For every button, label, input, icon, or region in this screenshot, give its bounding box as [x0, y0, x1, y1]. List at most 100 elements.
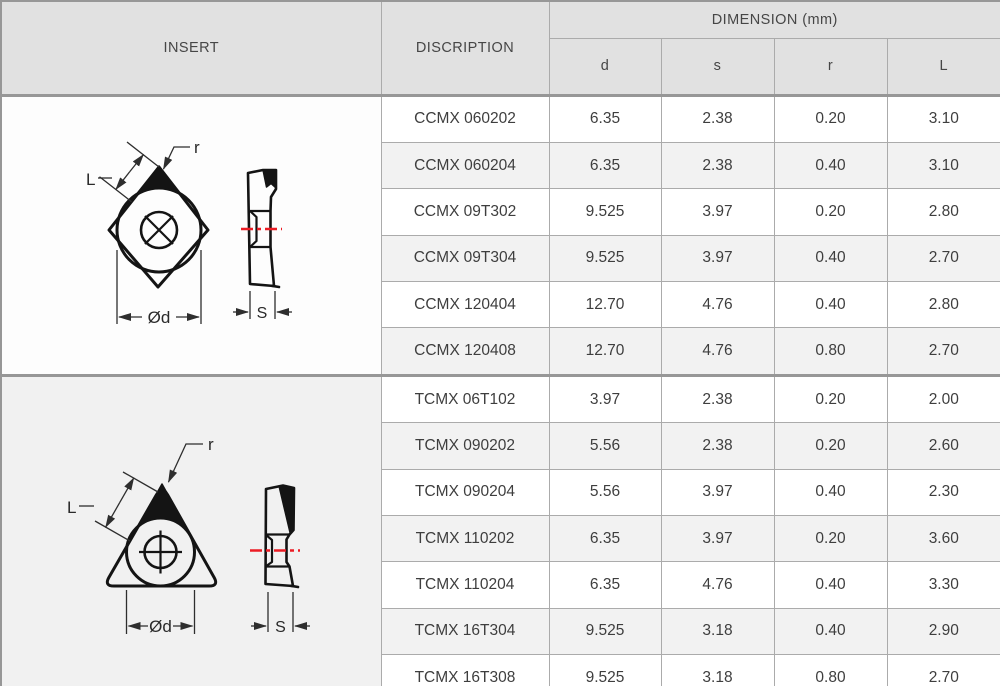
thickness-label: S	[257, 305, 268, 322]
cell-r: 0.20	[773, 422, 888, 470]
table-row: TCMX 110204 6.35 4.76 0.40 3.30	[1, 561, 1000, 609]
thickness-label: S	[275, 619, 286, 636]
cell-r: 0.20	[773, 188, 888, 236]
side-bottom-edge	[289, 584, 300, 589]
table-row: CCMX 060204 6.35 2.38 0.40 3.10	[1, 141, 1000, 190]
table-row: TCMX 090202 5.56 2.38 0.20 2.60	[1, 422, 1000, 470]
table-header: INSERT DISCRIPTION DIMENSION (mm) d s r …	[0, 0, 1000, 96]
table-row: r L Ød	[0, 374, 1000, 686]
table-row: CCMX 09T302 9.525 3.97 0.20 2.80	[1, 188, 1000, 236]
cell-s: 3.97	[660, 234, 775, 283]
cell-s: 4.76	[660, 327, 775, 376]
cell-r: 0.80	[773, 654, 888, 686]
side-cutting-tip	[262, 169, 277, 189]
cell-d: 6.35	[548, 141, 662, 190]
cell-s: 4.76	[660, 561, 775, 609]
cell-description: TCMX 16T304	[380, 607, 550, 656]
screw-hole-circle	[139, 210, 179, 250]
diamond-outline	[107, 165, 210, 289]
cell-s: 3.97	[660, 468, 775, 517]
table-row: CCMX 120408 12.70 4.76 0.80 2.70	[1, 327, 1000, 376]
cutting-tip	[138, 482, 186, 526]
header-row-2: d s r L	[1, 37, 1000, 96]
cell-description: CCMX 09T304	[380, 234, 550, 283]
cell-s: 3.18	[660, 607, 775, 656]
cell-s: 2.38	[660, 422, 775, 470]
ccmx-side-view: S	[233, 168, 292, 322]
thickness-extension-lines	[249, 291, 276, 320]
col-header-d: d	[548, 37, 662, 96]
length-arrow	[115, 171, 131, 191]
chipbreaker-lines	[250, 210, 271, 249]
diameter-extension-lines	[116, 250, 202, 325]
cell-L: 2.60	[886, 422, 1000, 470]
table-row: CCMX 09T304 9.525 3.97 0.40 2.70	[1, 234, 1000, 283]
length-arrow	[129, 153, 145, 173]
cell-d: 9.525	[548, 654, 662, 686]
cell-r: 0.40	[773, 561, 888, 609]
cell-d: 9.525	[548, 188, 662, 236]
cell-r: 0.20	[773, 94, 888, 143]
cell-description: CCMX 120404	[380, 281, 550, 329]
length-extension-lines	[94, 471, 159, 542]
side-bottom-edge	[270, 284, 281, 289]
cell-d: 6.35	[548, 561, 662, 609]
tcmx-side-view: S	[250, 483, 310, 636]
cell-d: 12.70	[548, 281, 662, 329]
radius-leader-line	[167, 443, 203, 483]
tcmx-group: r L Ød	[0, 374, 1000, 686]
cutting-tip	[137, 165, 181, 195]
cell-description: TCMX 090204	[380, 468, 550, 517]
ccmx-top-view: r L Ød	[86, 138, 210, 327]
cell-r: 0.40	[773, 281, 888, 329]
cell-description: TCMX 090202	[380, 422, 550, 470]
cell-r: 0.40	[773, 234, 888, 283]
cell-r: 0.40	[773, 468, 888, 517]
cell-description: TCMX 16T308	[380, 654, 550, 686]
diameter-extension-lines	[125, 589, 196, 634]
table-row: CCMX 120404 12.70 4.76 0.40 2.80	[1, 281, 1000, 329]
col-header-insert: INSERT	[0, 0, 382, 96]
cell-L: 3.60	[886, 515, 1000, 563]
col-header-L: L	[886, 37, 1000, 96]
diameter-label: Ød	[148, 308, 171, 327]
chipbreaker-lines	[265, 533, 290, 568]
length-label: L	[67, 498, 76, 517]
cell-description: TCMX 06T102	[380, 374, 550, 424]
col-header-s: s	[660, 37, 775, 96]
cell-L: 2.70	[886, 654, 1000, 686]
cell-s: 2.38	[660, 374, 775, 424]
tcmx-technical-drawing: r L Ød	[67, 435, 310, 636]
cell-s: 2.38	[660, 141, 775, 190]
radius-label: r	[208, 435, 214, 454]
cell-d: 6.35	[548, 94, 662, 143]
cell-s: 2.38	[660, 94, 775, 143]
length-label: L	[86, 170, 95, 189]
cell-description: TCMX 110202	[380, 515, 550, 563]
diameter-label: Ød	[149, 617, 172, 636]
chipbreaker-notch	[264, 533, 274, 568]
cell-d: 9.525	[548, 234, 662, 283]
cell-L: 2.80	[886, 281, 1000, 329]
thickness-extension-lines	[267, 591, 294, 632]
table-row: TCMX 090204 5.56 3.97 0.40 2.30	[1, 468, 1000, 517]
cell-L: 2.00	[886, 374, 1000, 424]
table-row: TCMX 110202 6.35 3.97 0.20 3.60	[1, 515, 1000, 563]
col-header-r: r	[773, 37, 888, 96]
cell-d: 3.97	[548, 374, 662, 424]
cell-d: 12.70	[548, 327, 662, 376]
table-row: TCMX 16T308 9.525 3.18 0.80 2.70	[1, 654, 1000, 686]
cell-L: 2.80	[886, 188, 1000, 236]
screw-hole-cross-icon	[144, 215, 174, 245]
cell-description: CCMX 060204	[380, 141, 550, 190]
cell-r: 0.80	[773, 327, 888, 376]
cell-L: 2.30	[886, 468, 1000, 517]
cell-s: 3.97	[660, 188, 775, 236]
ccmx-technical-drawing: r L Ød	[86, 138, 292, 327]
radius-label: r	[194, 138, 200, 157]
side-cutting-tip	[278, 484, 295, 533]
screw-hole-crosshair-icon	[139, 530, 182, 574]
cell-L: 3.10	[886, 141, 1000, 190]
cell-L: 2.70	[886, 327, 1000, 376]
